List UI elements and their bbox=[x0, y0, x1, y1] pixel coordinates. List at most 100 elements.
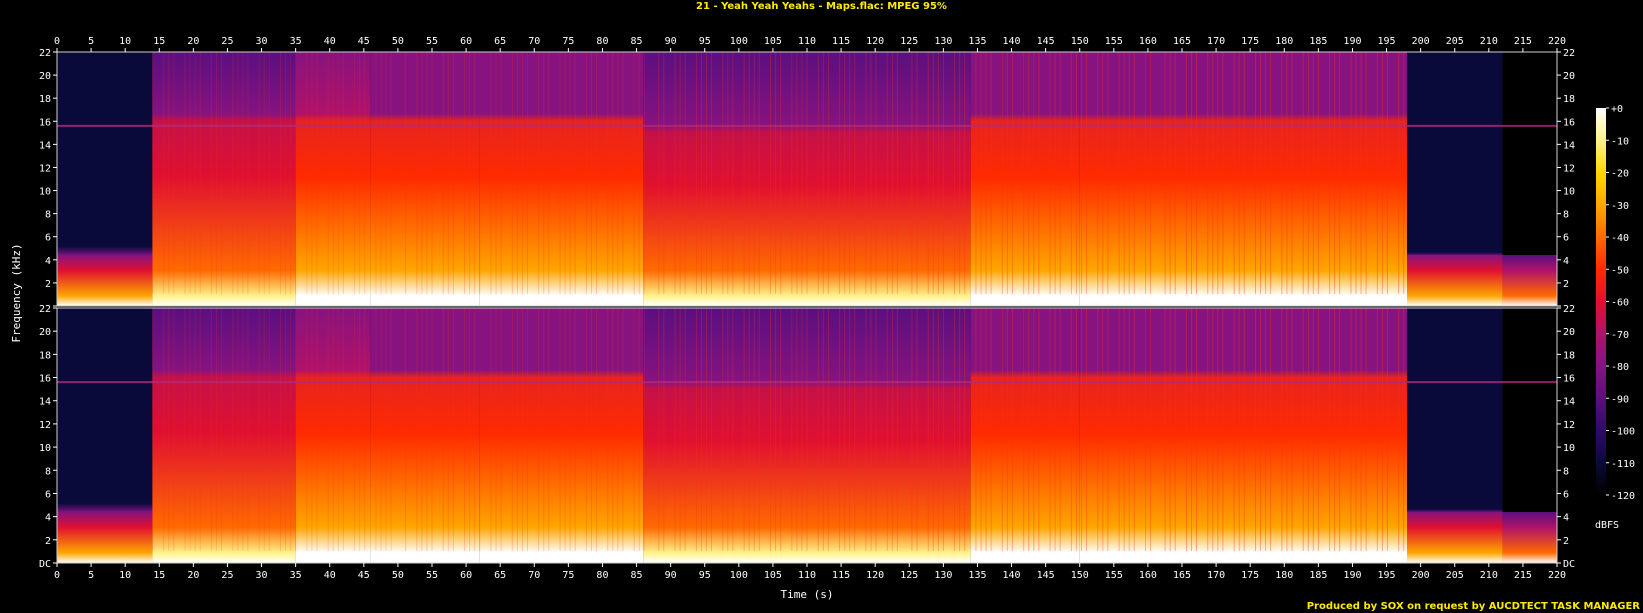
y-tick-label-right: 8 bbox=[1563, 210, 1569, 221]
x-tick-label-bottom: 165 bbox=[1173, 570, 1191, 581]
x-tick-label-top: 175 bbox=[1241, 36, 1259, 47]
x-tick-label-top: 180 bbox=[1275, 36, 1293, 47]
y-tick-label-left: DC bbox=[39, 559, 51, 570]
channel-2-segment-5 bbox=[479, 308, 644, 563]
colorbar-gradient bbox=[1596, 108, 1606, 495]
y-tick-label-left: 18 bbox=[39, 94, 51, 105]
channel-panels bbox=[56, 51, 1558, 564]
x-tick-label-top: 95 bbox=[699, 36, 711, 47]
colorbar-tick-label: -20 bbox=[1611, 169, 1629, 180]
x-tick-label-bottom: 170 bbox=[1207, 570, 1225, 581]
channel-2-spectrogram bbox=[56, 307, 1558, 564]
channel-1-segment-2 bbox=[152, 52, 296, 306]
x-tick-label-top: 215 bbox=[1514, 36, 1532, 47]
x-tick-label-bottom: 120 bbox=[866, 570, 884, 581]
y-tick-label-right: 10 bbox=[1563, 187, 1575, 198]
y-tick-label-right: 8 bbox=[1563, 466, 1569, 477]
x-tick-label-top: 110 bbox=[798, 36, 816, 47]
channel-1-segment-7 bbox=[970, 52, 1080, 306]
x-tick-label-bottom: 55 bbox=[426, 570, 438, 581]
colorbar-tick-label: +0 bbox=[1611, 104, 1623, 115]
x-tick-label-bottom: 40 bbox=[324, 570, 336, 581]
x-tick-label-bottom: 210 bbox=[1480, 570, 1498, 581]
x-tick-label-top: 130 bbox=[934, 36, 952, 47]
colorbar-tick-label: -90 bbox=[1611, 394, 1629, 405]
x-tick-label-top: 145 bbox=[1037, 36, 1055, 47]
colorbar-tick-label: -30 bbox=[1611, 201, 1629, 212]
x-tick-label-bottom: 65 bbox=[494, 570, 506, 581]
x-tick-label-bottom: 190 bbox=[1343, 570, 1361, 581]
x-tick-label-top: 200 bbox=[1412, 36, 1430, 47]
x-tick-label-top: 75 bbox=[562, 36, 574, 47]
x-tick-label-top: 15 bbox=[153, 36, 165, 47]
x-tick-label-bottom: 195 bbox=[1378, 570, 1396, 581]
x-tick-label-top: 30 bbox=[256, 36, 268, 47]
y-tick-label-left: 8 bbox=[45, 210, 51, 221]
x-tick-label-top: 165 bbox=[1173, 36, 1191, 47]
x-tick-label-bottom: 115 bbox=[832, 570, 850, 581]
channel-1-spectrogram bbox=[56, 51, 1558, 307]
x-tick-label-bottom: 30 bbox=[256, 570, 268, 581]
x-tick-label-bottom: 155 bbox=[1105, 570, 1123, 581]
y-tick-label-right: 14 bbox=[1563, 397, 1575, 408]
y-tick-label-right: 20 bbox=[1563, 327, 1575, 338]
y-tick-label-right: 4 bbox=[1563, 256, 1569, 267]
x-tick-label-bottom: 140 bbox=[1003, 570, 1021, 581]
channel-1-segment-8 bbox=[1079, 52, 1407, 306]
y-tick-label-right: 14 bbox=[1563, 140, 1575, 151]
x-tick-label-top: 210 bbox=[1480, 36, 1498, 47]
x-axis-title: Time (s) bbox=[781, 588, 834, 601]
y-tick-label-right: 18 bbox=[1563, 350, 1575, 361]
colorbar-tick-label: -120 bbox=[1611, 491, 1635, 502]
x-tick-label-bottom: 200 bbox=[1412, 570, 1430, 581]
x-tick-label-top: 160 bbox=[1139, 36, 1157, 47]
y-tick-label-left: 20 bbox=[39, 327, 51, 338]
x-tick-label-bottom: 15 bbox=[153, 570, 165, 581]
x-tick-label-top: 45 bbox=[358, 36, 370, 47]
x-tick-label-bottom: 95 bbox=[699, 570, 711, 581]
x-tick-label-bottom: 100 bbox=[730, 570, 748, 581]
x-tick-label-bottom: 60 bbox=[460, 570, 472, 581]
y-tick-label-right: 22 bbox=[1563, 304, 1575, 315]
x-tick-label-top: 105 bbox=[764, 36, 782, 47]
x-tick-label-bottom: 75 bbox=[562, 570, 574, 581]
x-tick-label-top: 35 bbox=[290, 36, 302, 47]
y-tick-label-right: 12 bbox=[1563, 420, 1575, 431]
x-tick-label-top: 195 bbox=[1378, 36, 1396, 47]
y-tick-label-right: DC bbox=[1563, 559, 1575, 570]
x-tick-label-bottom: 110 bbox=[798, 570, 816, 581]
colorbar-tick-label: -80 bbox=[1611, 362, 1629, 373]
x-tick-label-bottom: 10 bbox=[119, 570, 131, 581]
y-tick-label-right: 10 bbox=[1563, 443, 1575, 454]
x-tick-label-top: 120 bbox=[866, 36, 884, 47]
colorbar-tick-label: -40 bbox=[1611, 233, 1629, 244]
y-tick-label-right: 2 bbox=[1563, 279, 1569, 290]
y-tick-label-left: 12 bbox=[39, 163, 51, 174]
colorbar-tick-label: -10 bbox=[1611, 136, 1629, 147]
colorbar-tick-label: -60 bbox=[1611, 298, 1629, 309]
y-tick-label-left: 10 bbox=[39, 443, 51, 454]
x-tick-label-bottom: 130 bbox=[934, 570, 952, 581]
channel-1-segment-5 bbox=[479, 52, 644, 306]
x-tick-label-bottom: 215 bbox=[1514, 570, 1532, 581]
y-tick-label-left: 2 bbox=[45, 279, 51, 290]
y-tick-label-left: 2 bbox=[45, 536, 51, 547]
x-tick-label-bottom: 220 bbox=[1548, 570, 1566, 581]
channel-2-segment-1 bbox=[57, 308, 153, 563]
x-tick-label-top: 185 bbox=[1309, 36, 1327, 47]
y-tick-label-left: 22 bbox=[39, 304, 51, 315]
y-tick-label-left: 14 bbox=[39, 397, 51, 408]
x-tick-label-bottom: 70 bbox=[528, 570, 540, 581]
x-tick-label-bottom: 180 bbox=[1275, 570, 1293, 581]
y-tick-label-left: 6 bbox=[45, 233, 51, 244]
x-tick-label-bottom: 105 bbox=[764, 570, 782, 581]
x-tick-label-top: 5 bbox=[88, 36, 94, 47]
y-tick-label-right: 16 bbox=[1563, 374, 1575, 385]
x-tick-label-bottom: 5 bbox=[88, 570, 94, 581]
y-tick-label-left: 14 bbox=[39, 140, 51, 151]
x-tick-label-bottom: 125 bbox=[900, 570, 918, 581]
x-tick-label-top: 140 bbox=[1003, 36, 1021, 47]
x-tick-label-top: 150 bbox=[1071, 36, 1089, 47]
